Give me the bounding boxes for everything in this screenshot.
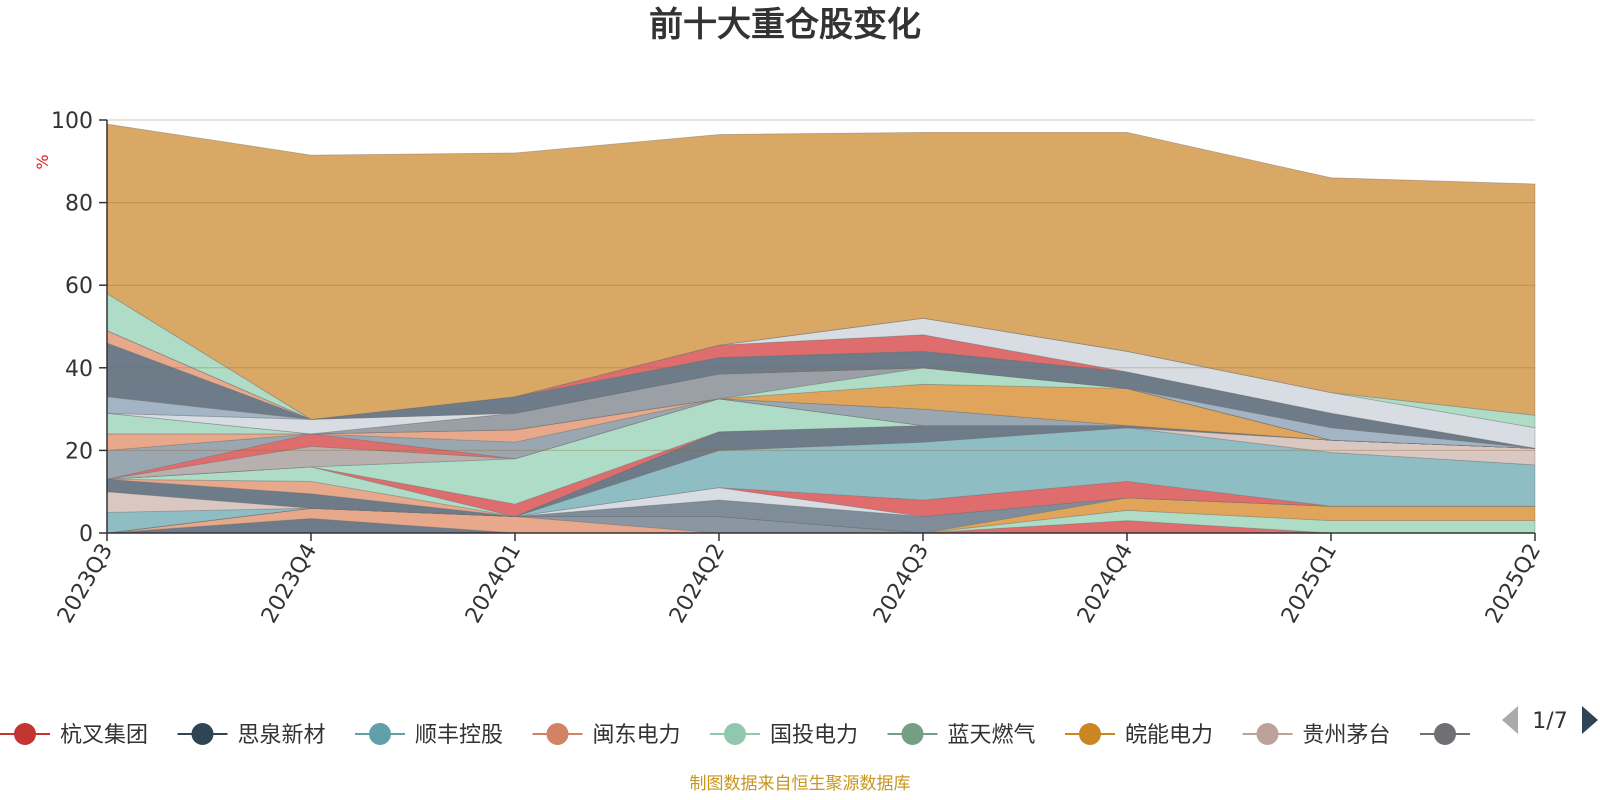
legend-page-indicator: 1/7 — [1532, 709, 1567, 734]
x-tick-label: 2025Q1 — [1277, 540, 1342, 628]
y-tick-label: 0 — [79, 522, 93, 547]
legend-item[interactable]: 思泉新材 — [177, 723, 326, 748]
legend-marker-icon — [1434, 723, 1456, 745]
y-tick-label: 20 — [65, 439, 93, 464]
legend-prev-icon[interactable] — [1502, 706, 1518, 734]
legend-marker-icon — [546, 723, 569, 745]
y-tick-label: 100 — [51, 109, 93, 134]
legend-marker-icon — [901, 723, 924, 745]
area-series-18 — [106, 398, 1536, 480]
legend-marker-icon — [191, 723, 214, 745]
chart-title: 前十大重仓股变化 — [649, 5, 921, 45]
area-series-30 — [106, 123, 1536, 420]
data-source-note: 制图数据来自恒生聚源数据库 — [690, 774, 911, 794]
legend-label: 顺丰控股 — [415, 723, 503, 748]
legend-item[interactable]: 蓝天燃气 — [887, 723, 1036, 748]
legend-label: 国投电力 — [770, 723, 858, 748]
legend-label: 思泉新材 — [238, 723, 326, 748]
legend: 杭叉集团 思泉新材 顺丰控股 闽东电力 国投电力 蓝天燃气 皖能电力 贵州茅台 — [0, 723, 1470, 748]
legend-marker-icon — [724, 723, 746, 745]
legend-item[interactable]: 杭叉集团 — [0, 723, 148, 748]
legend-item[interactable]: 贵州茅台 — [1242, 723, 1391, 748]
x-tick-label: 2024Q1 — [461, 540, 526, 628]
legend-label: 皖能电力 — [1125, 723, 1213, 748]
legend-marker-icon — [1079, 723, 1101, 745]
legend-item[interactable]: 皖能电力 — [1065, 723, 1213, 748]
legend-item[interactable]: 顺丰控股 — [355, 723, 503, 748]
x-tick-label: 2023Q4 — [257, 540, 322, 628]
legend-marker-icon — [1256, 723, 1279, 745]
x-tick-label: 2024Q2 — [665, 540, 730, 628]
x-tick-label: 2024Q4 — [1073, 540, 1138, 628]
x-tick-label: 2024Q3 — [869, 540, 934, 628]
legend-marker-icon — [14, 723, 36, 745]
legend-item[interactable]: 国投电力 — [710, 723, 858, 748]
y-axis-unit: % — [33, 154, 52, 169]
legend-item[interactable] — [1420, 723, 1470, 745]
legend-next-icon[interactable] — [1582, 706, 1598, 734]
y-tick-label: 60 — [65, 274, 93, 299]
legend-label: 杭叉集团 — [60, 723, 148, 748]
legend-pager: 1/7 — [1502, 706, 1598, 734]
y-tick-label: 40 — [65, 357, 93, 382]
area-layers — [106, 123, 1536, 534]
x-tick-label: 2023Q3 — [53, 540, 118, 628]
x-tick-label: 2025Q2 — [1481, 540, 1546, 628]
y-tick-label: 80 — [65, 192, 93, 217]
legend-label: 闽东电力 — [593, 723, 681, 748]
legend-item[interactable]: 闽东电力 — [532, 723, 681, 748]
legend-label: 蓝天燃气 — [948, 723, 1036, 748]
legend-label: 贵州茅台 — [1303, 723, 1391, 748]
grid-lines — [107, 119, 1535, 451]
legend-marker-icon — [369, 723, 391, 745]
